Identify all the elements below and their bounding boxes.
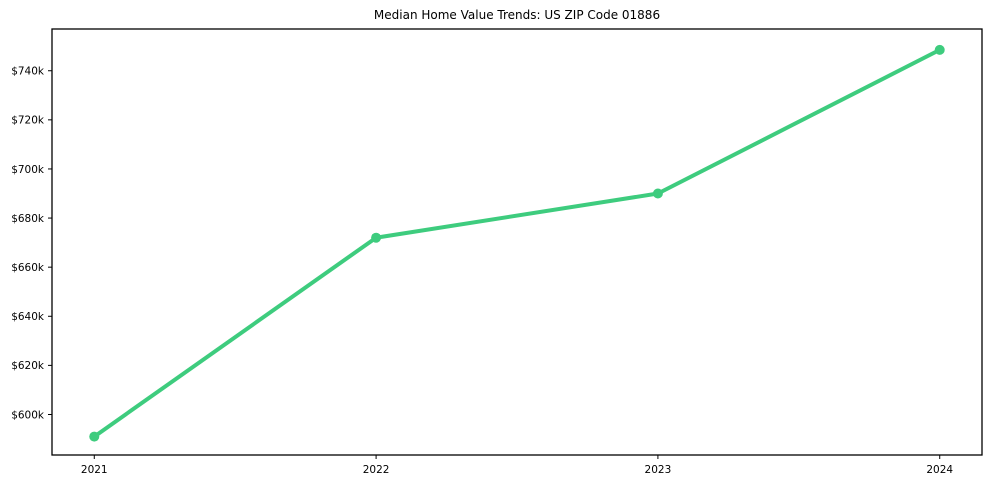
data-point-marker (89, 431, 100, 442)
chart-title: Median Home Value Trends: US ZIP Code 01… (373, 8, 661, 22)
y-tick-label: $640k (11, 311, 45, 323)
trend-line (92, 47, 942, 439)
data-point-marker (934, 44, 945, 55)
y-tick-label: $660k (11, 262, 45, 274)
x-tick-label: 2022 (363, 464, 390, 476)
y-tick-label: $740k (11, 66, 45, 78)
x-tick-label: 2024 (926, 464, 953, 476)
y-tick-label: $680k (11, 213, 45, 225)
data-point-marker (652, 188, 663, 199)
y-tick-label: $600k (11, 409, 45, 421)
y-tick-label: $720k (11, 115, 45, 127)
y-tick-label: $700k (11, 164, 45, 176)
x-tick-label: 2021 (81, 464, 108, 476)
x-tick-label: 2023 (645, 464, 672, 476)
plot-border (51, 28, 983, 456)
y-tick-label: $620k (11, 360, 45, 372)
data-point-marker (371, 232, 382, 243)
